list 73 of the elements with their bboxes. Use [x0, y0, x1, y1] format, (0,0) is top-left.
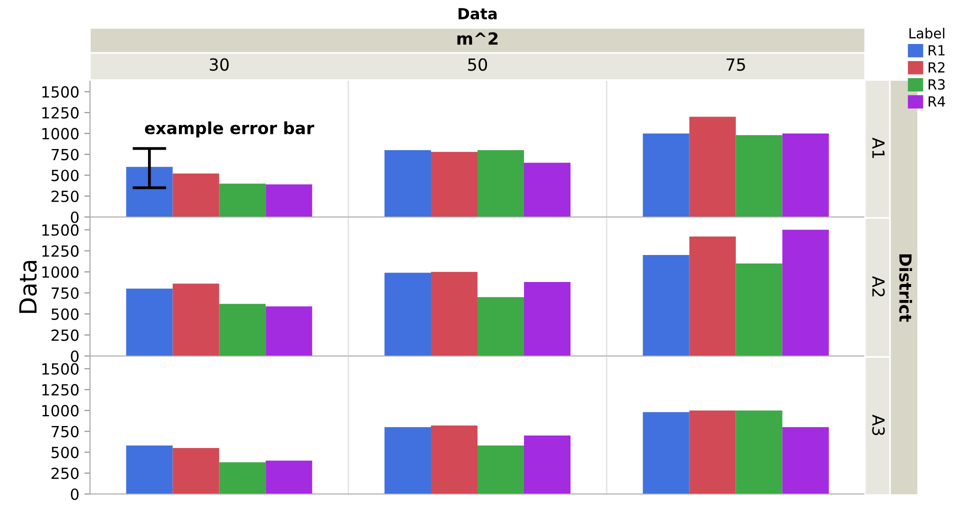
legend-label: R4: [928, 96, 946, 107]
bar: [384, 427, 431, 494]
bar: [172, 284, 220, 356]
bar: [172, 448, 220, 494]
legend-title: Label: [909, 28, 944, 39]
y-tick-label: 750: [52, 426, 79, 438]
bar: [782, 427, 829, 494]
y-tick-label: 500: [52, 308, 79, 320]
bar: [384, 272, 431, 356]
bar: [524, 162, 570, 217]
bar: [478, 446, 524, 494]
legend-label: R3: [928, 79, 945, 90]
bar: [524, 282, 570, 356]
bar: [782, 133, 829, 217]
text: A3: [872, 414, 885, 436]
y-tick-label: 500: [52, 170, 79, 182]
bar: [782, 230, 829, 356]
bar: [478, 150, 524, 217]
bar: [642, 412, 690, 494]
x-tick-label: 50: [468, 58, 487, 71]
bar: [266, 460, 312, 494]
chart-title: Data: [458, 8, 497, 20]
y-tick-label: 750: [52, 148, 79, 160]
chart-subtitle: m^2: [457, 32, 498, 45]
bar: [172, 174, 220, 217]
y-tick-label: 1500: [42, 363, 79, 375]
bar: [478, 297, 524, 356]
text: A2: [872, 276, 885, 296]
y-tick-label: 1000: [42, 128, 79, 140]
bar: [219, 462, 266, 494]
bar: [642, 255, 690, 356]
y-tick-label: 1250: [42, 107, 79, 119]
bar: [736, 410, 782, 494]
bar: [126, 446, 173, 494]
legend-label: R1: [928, 45, 945, 56]
annotation: example error bar: [144, 121, 314, 138]
y-tick-label: 1250: [42, 245, 79, 257]
bar: [642, 133, 690, 217]
bar: [736, 135, 782, 217]
x-tick-label: 30: [210, 58, 229, 71]
bar: [689, 236, 736, 356]
text: District: [899, 254, 912, 322]
bar: [219, 304, 266, 356]
bar: [736, 263, 782, 356]
y-tick-label: 1500: [42, 86, 79, 98]
bar: [431, 272, 478, 356]
y-tick-label: 750: [52, 287, 79, 299]
bar: [524, 436, 570, 494]
y-tick-label: 0: [70, 350, 79, 362]
bar: [431, 152, 478, 217]
bar: [126, 288, 173, 356]
y-tick-label: 1250: [42, 384, 79, 396]
y-tick-label: 500: [52, 446, 79, 458]
y-tick-label: 0: [70, 488, 79, 500]
y-tick-label: 0: [70, 211, 79, 224]
bar: [689, 410, 736, 494]
y-tick-label: 1000: [42, 404, 79, 416]
bar: [266, 306, 312, 356]
x-tick-label: 75: [726, 58, 745, 71]
bar: [126, 166, 173, 217]
y-tick-label: 1000: [42, 266, 79, 278]
y-tick-label: 1500: [42, 224, 79, 236]
bar: [384, 150, 431, 217]
bar: [219, 184, 266, 217]
bar: [266, 184, 312, 217]
text: A1: [872, 138, 885, 158]
bar: [689, 116, 736, 217]
y-tick-label: 250: [52, 190, 79, 202]
y-tick-label: 250: [52, 329, 79, 341]
y-tick-label: 250: [52, 468, 79, 480]
legend-label: R2: [928, 62, 944, 72]
bar: [431, 426, 478, 494]
y-axis-title: Data: [19, 260, 37, 313]
